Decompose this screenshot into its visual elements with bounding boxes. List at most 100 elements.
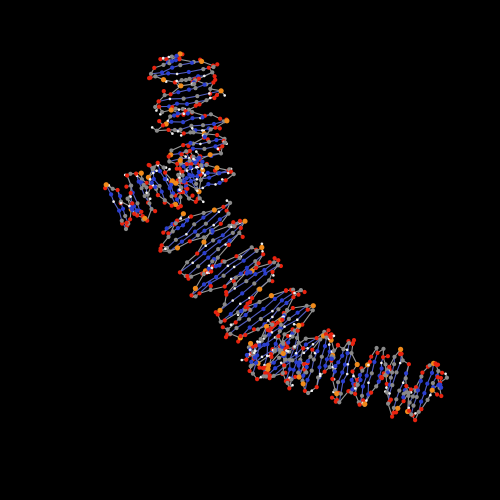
atom: [142, 215, 148, 221]
atom: [240, 234, 245, 239]
atom: [276, 263, 281, 268]
atom: [202, 146, 207, 151]
atom: [215, 255, 220, 260]
atom: [394, 397, 399, 402]
atom: [233, 275, 238, 280]
atom: [318, 337, 323, 342]
atom: [310, 303, 316, 309]
bond: [199, 282, 211, 294]
atom: [228, 200, 233, 205]
atom: [198, 177, 203, 183]
atom: [353, 387, 357, 390]
atom: [184, 176, 189, 181]
atom: [185, 218, 190, 223]
atom: [308, 354, 313, 359]
atom: [254, 248, 259, 253]
atom: [401, 391, 406, 397]
bond: [185, 223, 195, 235]
atom: [169, 194, 174, 199]
bond: [281, 292, 294, 301]
atom: [237, 218, 243, 223]
atom: [192, 222, 197, 227]
atom: [155, 169, 158, 172]
atom: [186, 87, 192, 92]
atom: [254, 349, 257, 353]
atom: [213, 144, 218, 149]
atom: [191, 127, 194, 130]
atom: [277, 355, 282, 360]
atom: [267, 332, 272, 337]
atom: [149, 206, 154, 212]
bond: [243, 250, 257, 262]
atom: [350, 387, 355, 392]
atom: [388, 397, 393, 402]
atom: [172, 113, 177, 118]
atom: [222, 259, 227, 264]
atom: [292, 322, 296, 326]
atom: [206, 255, 211, 260]
atom: [333, 364, 338, 369]
atom: [170, 65, 175, 70]
atom: [176, 205, 181, 210]
atom: [296, 374, 302, 380]
atom: [333, 399, 338, 404]
bond: [295, 344, 307, 355]
atom: [414, 412, 417, 415]
atom: [117, 208, 122, 213]
atom: [202, 228, 207, 233]
atom: [214, 274, 219, 280]
atom: [157, 104, 162, 109]
atom: [167, 186, 172, 191]
atom: [175, 197, 180, 202]
atom: [164, 247, 167, 251]
atom: [208, 92, 211, 95]
atom: [270, 269, 275, 274]
bond: [249, 318, 262, 328]
atom: [324, 357, 329, 362]
atom: [213, 264, 218, 269]
atom: [269, 354, 274, 360]
atom: [306, 390, 311, 396]
atom: [413, 385, 418, 390]
atom: [199, 58, 205, 64]
atom: [128, 190, 133, 196]
atom: [214, 183, 217, 186]
atom: [369, 390, 374, 395]
atom: [248, 340, 254, 347]
atom: [187, 158, 192, 163]
atom: [254, 265, 259, 270]
atom: [331, 348, 337, 353]
atom: [253, 343, 258, 348]
atom: [243, 312, 248, 318]
atom: [175, 111, 180, 116]
atom: [230, 230, 235, 235]
atom: [227, 171, 230, 175]
atom: [419, 399, 424, 404]
bond: [197, 257, 209, 267]
atom: [336, 360, 341, 365]
atom: [229, 277, 233, 281]
atom: [285, 307, 290, 313]
atom: [203, 221, 208, 226]
atom: [258, 337, 263, 342]
atom: [153, 104, 158, 110]
atom: [197, 291, 202, 296]
atom: [211, 207, 217, 213]
atom: [223, 178, 228, 183]
atom: [409, 412, 414, 417]
atom: [415, 388, 421, 393]
atom: [293, 345, 296, 348]
bond: [271, 300, 283, 312]
atom: [272, 256, 277, 261]
atom: [184, 101, 190, 107]
atom: [193, 160, 198, 165]
bond: [215, 265, 229, 278]
atom: [151, 176, 156, 182]
atom: [156, 99, 161, 104]
atom: [326, 328, 331, 333]
atom: [157, 183, 162, 189]
atom: [263, 371, 268, 376]
atom: [181, 131, 186, 136]
atom: [270, 331, 274, 334]
atom: [173, 106, 178, 111]
